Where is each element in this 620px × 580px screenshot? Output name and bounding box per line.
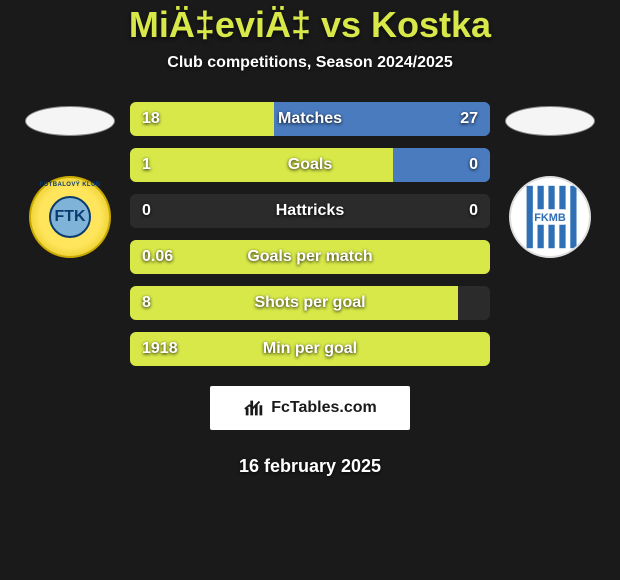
- stat-value-right: 0: [469, 156, 478, 174]
- stat-label: Matches: [130, 110, 490, 128]
- stat-label: Hattricks: [130, 202, 490, 220]
- right-side-column: FKMB: [500, 102, 600, 258]
- left-crest-arc-text: FOTBALOVÝ KLUB: [31, 182, 109, 188]
- page-subtitle: Club competitions, Season 2024/2025: [167, 54, 452, 72]
- stat-value-right: 0: [469, 202, 478, 220]
- page-title: MiÄ‡eviÄ‡ vs Kostka: [129, 4, 491, 46]
- stat-label: Min per goal: [130, 340, 490, 358]
- stats-column: 18Matches271Goals00Hattricks00.06Goals p…: [130, 102, 490, 477]
- right-club-crest: FKMB: [509, 176, 591, 258]
- left-club-crest: FOTBALOVÝ KLUB FTK: [29, 176, 111, 258]
- left-crest-inner: FTK: [49, 196, 91, 238]
- stat-row: 1918Min per goal: [130, 332, 490, 366]
- stat-label: Goals: [130, 156, 490, 174]
- content-row: FOTBALOVÝ KLUB FTK 18Matches271Goals00Ha…: [0, 102, 620, 477]
- brand-chart-icon: [243, 397, 265, 419]
- stat-value-right: 27: [460, 110, 478, 128]
- brand-box[interactable]: FcTables.com: [210, 386, 410, 430]
- brand-text: FcTables.com: [271, 399, 377, 417]
- stat-row: 8Shots per goal: [130, 286, 490, 320]
- right-flag-oval: [505, 106, 595, 136]
- stat-row: 0.06Goals per match: [130, 240, 490, 274]
- stat-row: 18Matches27: [130, 102, 490, 136]
- stat-row: 1Goals0: [130, 148, 490, 182]
- left-flag-oval: [25, 106, 115, 136]
- svg-text:FKMB: FKMB: [534, 212, 566, 224]
- left-side-column: FOTBALOVÝ KLUB FTK: [20, 102, 120, 258]
- stat-label: Goals per match: [130, 248, 490, 266]
- footer-date: 16 february 2025: [130, 456, 490, 477]
- stat-label: Shots per goal: [130, 294, 490, 312]
- root: MiÄ‡eviÄ‡ vs Kostka Club competitions, S…: [0, 0, 620, 580]
- stat-row: 0Hattricks0: [130, 194, 490, 228]
